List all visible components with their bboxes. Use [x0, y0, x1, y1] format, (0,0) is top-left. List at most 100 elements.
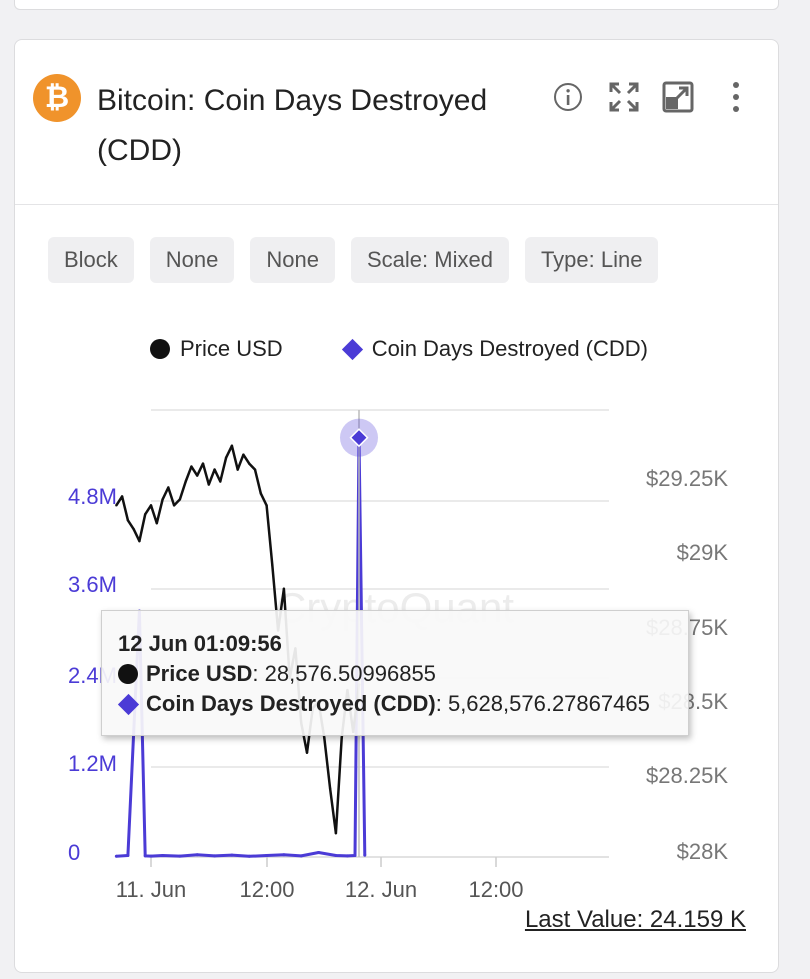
- tooltip-cdd-label: Coin Days Destroyed (CDD): [146, 691, 436, 716]
- legend-label-price: Price USD: [180, 336, 283, 361]
- price-data-point: [253, 468, 257, 471]
- open-external-icon[interactable]: [661, 80, 695, 114]
- tooltip-time: 12 Jun 01:09:56: [118, 631, 282, 656]
- price-data-point: [305, 751, 309, 754]
- legend-item-price[interactable]: Price USD: [150, 336, 283, 362]
- hover-marker: [349, 428, 369, 448]
- price-data-point: [334, 831, 338, 835]
- price-data-point: [115, 504, 118, 507]
- tooltip-price-row: Price USD: 28,576.50996855: [118, 661, 436, 687]
- info-icon[interactable]: [551, 80, 585, 114]
- price-data-point: [328, 787, 332, 790]
- price-data-point: [126, 519, 130, 522]
- x-tick-label: 11. Jun: [116, 877, 187, 902]
- right-axis-label: $28.25K: [646, 763, 728, 788]
- price-data-point: [184, 480, 187, 483]
- price-data-point: [190, 465, 193, 468]
- cdd-data-point: [230, 853, 234, 857]
- chart-options-toolbar: Block None None Scale: Mixed Type: Line: [48, 237, 659, 283]
- tooltip-cdd-separator: :: [435, 691, 448, 716]
- right-axis-label: $29.25K: [646, 466, 728, 491]
- cdd-data-point: [213, 854, 217, 858]
- right-axis-label: $29K: [677, 540, 729, 565]
- left-axis-label: 0: [68, 840, 80, 865]
- price-data-point: [161, 498, 164, 501]
- price-data-point: [144, 513, 147, 516]
- cdd-data-point: [299, 854, 303, 858]
- bitcoin-logo: ₿: [33, 74, 81, 122]
- cdd-data-point: [195, 853, 199, 857]
- previous-card-edge: [14, 0, 779, 10]
- price-data-point: [201, 462, 205, 465]
- legend-item-cdd[interactable]: Coin Days Destroyed (CDD): [341, 336, 648, 362]
- circle-marker-icon: [118, 664, 138, 684]
- x-tick-label: 12. Jun: [345, 877, 417, 902]
- window-select[interactable]: Block: [48, 237, 134, 283]
- type-select[interactable]: Type: Line: [524, 237, 659, 283]
- price-data-point: [149, 504, 153, 507]
- cdd-data-point: [161, 854, 165, 858]
- cdd-data-point: [143, 854, 147, 858]
- price-data-point: [236, 468, 239, 471]
- circle-marker-icon: [150, 339, 170, 359]
- price-data-point: [323, 736, 326, 739]
- moving-average-select[interactable]: None: [149, 237, 235, 283]
- price-data-point: [230, 444, 234, 447]
- price-data-point: [248, 462, 251, 465]
- chart-title: Bitcoin: Coin Days Destroyed (CDD): [97, 84, 488, 167]
- diamond-marker-icon: [117, 693, 140, 715]
- cdd-data-point: [114, 854, 118, 858]
- cdd-data-point: [126, 854, 130, 858]
- price-data-point: [224, 456, 228, 459]
- price-data-point: [132, 528, 135, 531]
- price-data-point: [282, 587, 286, 590]
- cdd-data-point: [353, 854, 357, 858]
- indicator-select[interactable]: None: [250, 237, 335, 283]
- tooltip-price-value: 28,576.50996855: [264, 661, 436, 686]
- tooltip-cdd-row: Coin Days Destroyed (CDD): 5,628,576.278…: [117, 691, 650, 717]
- more-vertical-icon[interactable]: [719, 80, 753, 114]
- chart-tooltip: 12 Jun 01:09:56 Price USD: 28,576.509968…: [101, 610, 689, 736]
- cdd-data-point: [345, 854, 349, 858]
- price-data-point: [271, 563, 274, 567]
- cdd-data-point: [178, 854, 182, 858]
- scale-select[interactable]: Scale: Mixed: [350, 237, 509, 283]
- chart-plot[interactable]: CryptoQuant 11. Jun 12:00 12. Jun 12:0001.2…: [15, 40, 778, 972]
- tooltip-cdd-value: 5,628,576.27867465: [447, 691, 650, 716]
- cdd-data-point: [334, 854, 338, 858]
- price-data-point: [213, 468, 216, 471]
- last-value-link[interactable]: Last Value: 24.159 K: [524, 906, 746, 933]
- legend-label-cdd: Coin Days Destroyed (CDD): [371, 336, 648, 361]
- card-header: ₿ Bitcoin: Coin Days Destroyed (CDD): [15, 40, 778, 205]
- cdd-data-point: [149, 854, 153, 858]
- price-data-point: [259, 492, 262, 495]
- price-data-point: [178, 498, 182, 501]
- price-data-point: [340, 736, 343, 739]
- left-axis-label: 1.2M: [68, 751, 117, 776]
- price-data-point: [265, 504, 268, 507]
- cdd-data-point: [363, 853, 367, 857]
- cdd-data-point: [317, 851, 321, 855]
- price-data-point: [167, 486, 170, 489]
- x-tick-label: 12:00: [239, 877, 294, 902]
- price-data-point: [120, 495, 124, 498]
- cdd-data-point: [265, 854, 269, 858]
- cdd-data-point: [247, 854, 251, 858]
- left-axis-label: 4.8M: [68, 484, 117, 509]
- chart-legend: Price USD Coin Days Destroyed (CDD): [150, 336, 706, 362]
- chart-card: ₿ Bitcoin: Coin Days Destroyed (CDD) Blo…: [14, 39, 779, 973]
- tooltip-price-separator: :: [252, 661, 265, 686]
- fullscreen-icon[interactable]: [607, 80, 641, 114]
- right-axis-label: $28K: [677, 839, 729, 864]
- price-data-point: [207, 483, 210, 486]
- price-data-point: [138, 539, 141, 543]
- tooltip-price-label: Price USD: [146, 661, 253, 686]
- price-data-point: [196, 474, 199, 477]
- left-axis-label: 3.6M: [68, 572, 117, 597]
- price-data-point: [155, 522, 158, 525]
- price-data-point: [172, 504, 176, 507]
- price-data-point: [242, 453, 245, 456]
- x-tick-label: 12:00: [468, 877, 523, 902]
- cdd-data-point: [282, 853, 286, 857]
- price-data-point: [219, 480, 222, 483]
